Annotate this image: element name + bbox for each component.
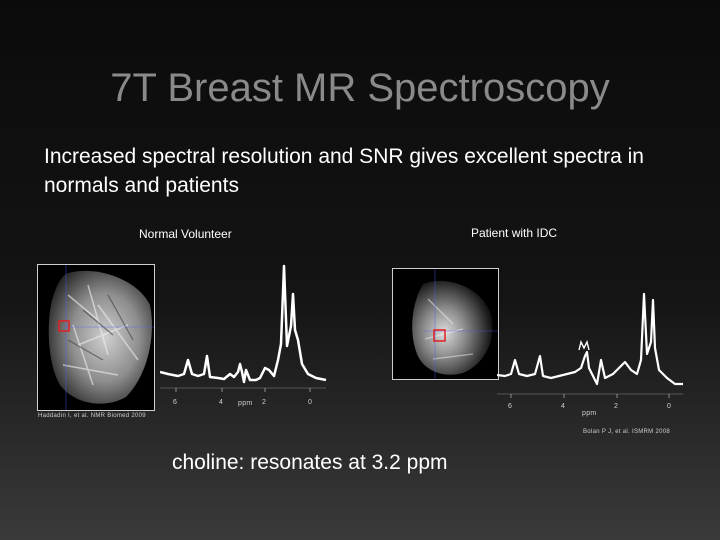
right-tick-6: 6 [508,403,513,410]
left-tick-4: 4 [219,399,224,406]
right-citation: Bolan P J, et al. ISMRM 2008 [583,429,670,435]
right-tick-4: 4 [561,403,566,410]
patient-spectrum-plot [497,292,683,398]
normal-volunteer-label: Normal Volunteer [139,227,232,241]
left-tick-2: 2 [262,399,267,406]
left-axis-unit: ppm [238,400,253,407]
right-tick-2: 2 [614,403,619,410]
slide-title: 7T Breast MR Spectroscopy [110,66,610,110]
left-tick-6: 6 [173,399,178,406]
normal-spectrum-plot [160,264,327,392]
voxel-marker [433,329,446,342]
right-tick-0: 0 [667,403,672,410]
right-axis-unit: ppm [582,410,597,417]
patient-mri-image [392,268,499,380]
voxel-marker [58,320,70,332]
choline-note: choline: resonates at 3.2 ppm [172,451,448,474]
left-tick-0: 0 [308,399,313,406]
patient-idc-label: Patient with IDC [471,226,558,240]
normal-mri-image [37,264,155,411]
slide-subtitle: Increased spectral resolution and SNR gi… [44,145,644,197]
left-citation: Haddadin I, et al. NMR Biomed 2009 [38,413,146,419]
